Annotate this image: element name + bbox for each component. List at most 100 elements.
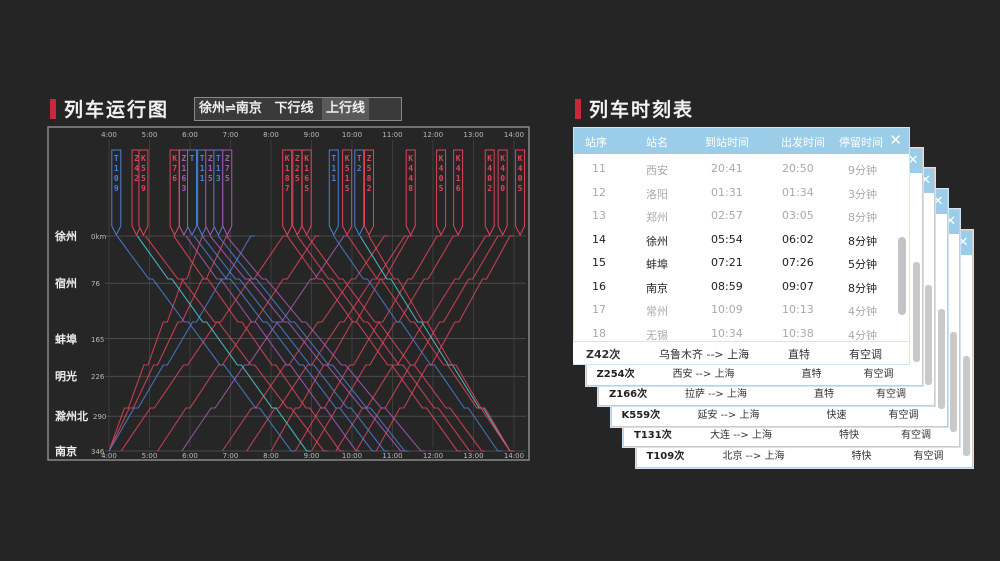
train-tag-char: K [172,154,177,163]
scrollbar[interactable] [925,285,932,385]
train-tag-char: 1 [114,164,119,173]
cell-arrive: 05:54 [711,232,743,246]
train-number: Z42次 [586,348,621,361]
tab-route[interactable]: 徐州⇌南京 [199,101,262,116]
train-tag-char: 1 [285,164,290,173]
cell-arrive: 07:21 [711,256,743,269]
scrollbar[interactable] [950,332,957,432]
train-tag-shape [169,149,180,237]
train-train: Z166次 [609,389,648,400]
cell-station: 常州 [646,305,668,318]
timetable-header: 站序 站名 到站时间 出发时间 停留时间 [574,128,909,154]
train-tag-char: 9 [114,184,119,193]
train-path [173,235,344,452]
cell-station: 南京 [646,281,668,295]
train-tag-char: Z [225,154,230,163]
train-route: 北京 --> 上海 [722,450,785,462]
train-tag-char: 0 [518,174,523,183]
train-tag-char: 5 [225,174,230,183]
train-tag-char: T [357,154,362,163]
cell-stay: 3分钟 [848,187,877,201]
train-train: T109次 [646,450,685,462]
train-type: 直特 [814,389,834,400]
train-info-footer: T131次 大连 --> 上海 特快 有空调 [624,426,959,446]
cell-depart: 20:50 [782,162,814,175]
train-tag-char: 8 [285,174,290,183]
train-tag-char: 1 [200,164,205,173]
station-name: 南京 [55,445,77,458]
train-info-footer: T109次 北京 --> 上海 特快 有空调 [637,447,972,467]
train-tag-char: 5 [208,174,213,183]
train-info-footer: K559次 延安 --> 上海 快速 有空调 [612,406,947,426]
train-tag-shape [222,149,233,237]
train-ac: 有空调 [849,348,882,361]
close-icon[interactable]: ✕ [889,131,902,149]
cell-stay: 5分钟 [848,258,877,271]
timetable-row[interactable]: 16 南京 08:59 09:07 8分钟 [574,275,894,298]
train-tag-char: 4 [500,164,505,173]
train-path [145,235,328,452]
close-icon[interactable]: ✕ [920,173,931,188]
timetable-row[interactable]: 12 洛阳 01:31 01:34 3分钟 [574,181,894,204]
train-tag-char: 5 [345,184,350,193]
cell-stay: 4分钟 [848,328,877,342]
cell-depart: 06:02 [782,232,814,246]
train-tag-char: 1 [345,174,350,183]
timetable-row[interactable]: 18 无锡 10:34 10:38 4分钟 [574,322,894,345]
close-icon[interactable]: ✕ [957,234,969,250]
station-km: 76 [91,280,100,289]
train-tag-char: 6 [172,174,177,183]
train-tag-char: 6 [304,174,309,183]
train-tag-shape [282,149,293,237]
train-path [347,235,514,452]
hour-label-top: 13:00 [463,131,483,139]
train-tag-char: 3 [182,184,187,193]
scrollbar[interactable] [898,237,906,315]
train-tag-shape [301,149,312,237]
train-type: 直特 [788,348,810,361]
tab-down-line[interactable]: 下行线 [274,101,314,116]
train-tag-char: 1 [182,164,187,173]
hour-label-top: 8:00 [263,131,279,139]
train-tag-char: 0 [487,174,492,183]
cell-arrive: 20:41 [711,162,743,175]
train-tag-char: 5 [518,184,523,193]
timetable-row[interactable]: 15 蚌埠 07:21 07:26 5分钟 [574,251,894,274]
train-tag-char: 4 [456,164,461,173]
tab-up-line[interactable]: 上行线 [321,98,369,120]
train-tag-char: 7 [172,164,177,173]
train-info-footer: Z254次 西安 --> 上海 直特 有空调 [587,365,922,385]
scrollbar[interactable] [962,355,970,456]
timetable-row[interactable]: 11 西安 20:41 20:50 9分钟 [574,157,894,180]
timetable-row[interactable]: 14 徐州 05:54 06:02 8分钟 [574,228,894,251]
hour-label-bottom: 10:00 [342,452,362,460]
train-path [296,235,474,452]
close-icon[interactable]: ✕ [907,152,919,168]
train-tag-shape [453,149,464,237]
cell-station: 洛阳 [646,187,668,201]
timetable-row[interactable]: 13 郑州 02:57 03:05 8分钟 [574,204,894,227]
train-route: 拉萨 --> 上海 [685,389,747,400]
close-icon[interactable]: ✕ [945,214,956,229]
train-tag-char: 0 [114,174,119,183]
train-path [116,235,296,452]
train-train: T131次 [634,430,672,441]
hour-label-top: 5:00 [142,131,158,139]
scrollbar[interactable] [937,308,945,409]
train-path [108,235,231,452]
cell-stay: 8分钟 [848,211,877,224]
train-tag-char: T [114,154,119,163]
train-tag-char: Z [367,154,372,163]
train-tag-shape [354,149,365,237]
close-icon[interactable]: ✕ [932,193,944,209]
train-tag-char: T [331,154,336,163]
train-tag-char: 1 [200,174,205,183]
col-stay: 停留时间 [839,136,883,149]
hour-label-bottom: 4:00 [101,452,117,460]
cell-depart: 10:13 [782,303,814,316]
cell-arrive: 01:31 [711,185,743,199]
timetable-row[interactable]: 17 常州 10:09 10:13 4分钟 [574,298,894,321]
scrollbar[interactable] [912,261,920,362]
chart-title-text: 列车运行图 [64,99,170,121]
train-path [217,235,409,452]
